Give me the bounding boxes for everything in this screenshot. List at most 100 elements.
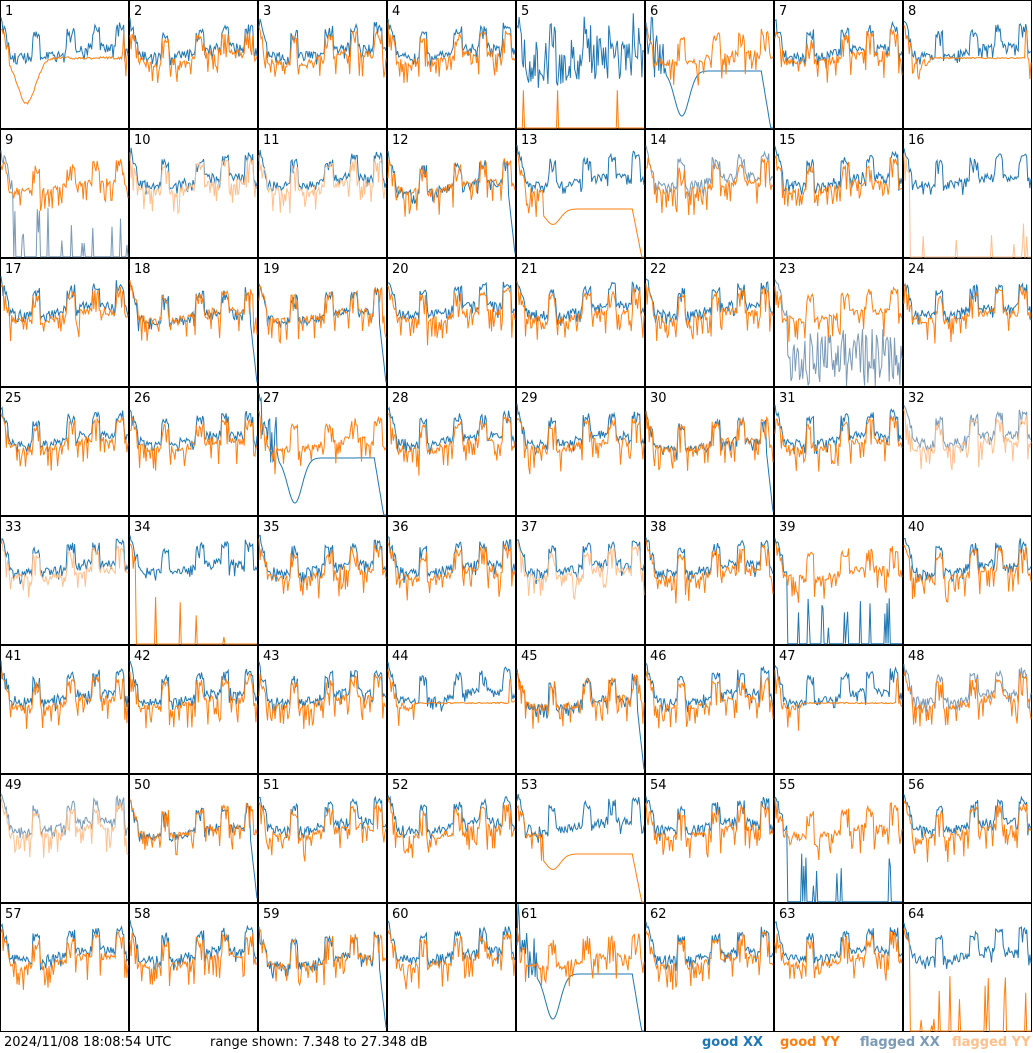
xx-line	[645, 537, 774, 582]
yy-line	[129, 543, 257, 645]
panel-frame	[903, 129, 1032, 258]
xx-line	[903, 148, 1032, 195]
panel-label: 53	[521, 778, 538, 793]
panel-label: 51	[263, 778, 280, 793]
panel-38: 38	[645, 516, 774, 645]
panel-1: 1	[0, 0, 129, 129]
yy-line	[258, 928, 387, 987]
xx-line	[903, 405, 1032, 452]
panel-23: 23	[774, 258, 903, 387]
yy-line	[516, 927, 645, 987]
xx-line	[774, 19, 903, 69]
yy-line	[645, 411, 774, 471]
xx-line	[774, 279, 903, 387]
panel-frame	[0, 645, 129, 774]
panel-frame	[258, 129, 387, 258]
yy-line	[645, 802, 774, 859]
panel-label: 56	[908, 778, 925, 793]
panel-label: 38	[650, 520, 667, 535]
yy-line	[774, 669, 903, 731]
panel-label: 35	[263, 520, 280, 535]
xx-line	[903, 538, 1032, 583]
panel-53: 53	[516, 774, 645, 903]
xx-line	[258, 534, 387, 584]
panel-22: 22	[645, 258, 774, 387]
legend-flagged-yy: flagged YY	[952, 1035, 1031, 1050]
yy-line	[129, 799, 258, 856]
panel-label: 40	[908, 520, 925, 535]
yy-line	[774, 541, 903, 603]
panel-label: 52	[392, 778, 409, 793]
panel-64: 64	[903, 903, 1032, 1032]
panel-20: 20	[387, 258, 516, 387]
yy-line	[517, 90, 644, 129]
xx-line	[387, 406, 516, 455]
panel-label: 30	[650, 391, 667, 406]
panel-frame	[387, 258, 516, 387]
xx-line	[645, 145, 774, 198]
yy-line	[774, 414, 903, 472]
yy-line	[258, 673, 387, 729]
footer: 2024/11/08 18:08:54 UTC range shown: 7.3…	[0, 1033, 1033, 1053]
panel-frame	[645, 387, 774, 516]
panel-label: 14	[650, 133, 667, 148]
panel-19: 19	[258, 258, 387, 387]
xx-line	[0, 660, 129, 712]
panel-42: 42	[129, 645, 258, 774]
panel-label: 21	[521, 262, 538, 277]
panel-35: 35	[258, 516, 387, 645]
panel-frame	[774, 0, 903, 129]
panel-label: 7	[779, 4, 787, 19]
panel-label: 16	[908, 133, 925, 148]
yy-line	[774, 155, 903, 207]
panel-55: 55	[774, 774, 903, 903]
panel-27: 27	[258, 387, 387, 516]
yy-line	[129, 932, 258, 987]
legend-good-yy: good YY	[780, 1035, 840, 1050]
panel-63: 63	[774, 903, 903, 1032]
xx-line	[387, 795, 516, 839]
panel-32: 32	[903, 387, 1032, 516]
yy-line	[0, 928, 129, 990]
panel-label: 11	[263, 133, 280, 148]
panel-34: 34	[129, 516, 258, 645]
panel-frame	[903, 903, 1032, 1032]
xx-line	[645, 662, 774, 713]
panel-label: 31	[779, 391, 796, 406]
panel-label: 5	[521, 4, 529, 19]
panel-label: 63	[779, 907, 796, 922]
panel-label: 24	[908, 262, 925, 277]
xx-line	[903, 282, 1032, 325]
panel-label: 64	[908, 907, 925, 922]
panel-10: 10	[129, 129, 258, 258]
panel-frame	[774, 129, 903, 258]
panel-33: 33	[0, 516, 129, 645]
legend-good-xx: good XX	[702, 1035, 764, 1050]
xx-line	[129, 660, 258, 711]
panel-label: 49	[5, 778, 22, 793]
yy-line	[0, 284, 129, 342]
yy-line	[129, 152, 258, 215]
yy-line	[645, 930, 774, 990]
xx-line	[258, 149, 387, 193]
panel-label: 57	[5, 907, 22, 922]
panel-frame	[516, 258, 645, 387]
range-text: range shown: 7.348 to 27.348 dB	[210, 1035, 428, 1050]
yy-line	[258, 538, 387, 599]
xx-line	[774, 145, 903, 195]
xx-line	[129, 409, 258, 452]
panel-frame	[258, 774, 387, 903]
xx-line	[387, 662, 516, 712]
yy-line	[774, 931, 903, 981]
panel-label: 4	[392, 4, 400, 19]
panel-17: 17	[0, 258, 129, 387]
panel-11: 11	[258, 129, 387, 258]
panel-6: 6	[645, 0, 774, 129]
panel-56: 56	[903, 774, 1032, 903]
panel-frame	[903, 387, 1032, 516]
panel-label: 8	[908, 4, 916, 19]
yy-line	[645, 283, 774, 342]
yy-line	[516, 671, 645, 729]
panel-label: 34	[134, 520, 151, 535]
panel-label: 18	[134, 262, 151, 277]
